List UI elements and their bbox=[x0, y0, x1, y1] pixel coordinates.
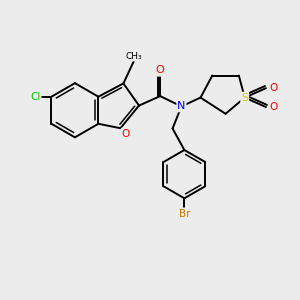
Text: Cl: Cl bbox=[30, 92, 40, 102]
Text: O: O bbox=[269, 83, 278, 93]
Text: O: O bbox=[122, 128, 130, 139]
Text: S: S bbox=[241, 93, 248, 103]
Text: CH₃: CH₃ bbox=[125, 52, 142, 61]
Text: O: O bbox=[269, 102, 278, 112]
Text: O: O bbox=[155, 65, 164, 76]
Text: Br: Br bbox=[178, 208, 190, 219]
Text: N: N bbox=[177, 101, 186, 111]
